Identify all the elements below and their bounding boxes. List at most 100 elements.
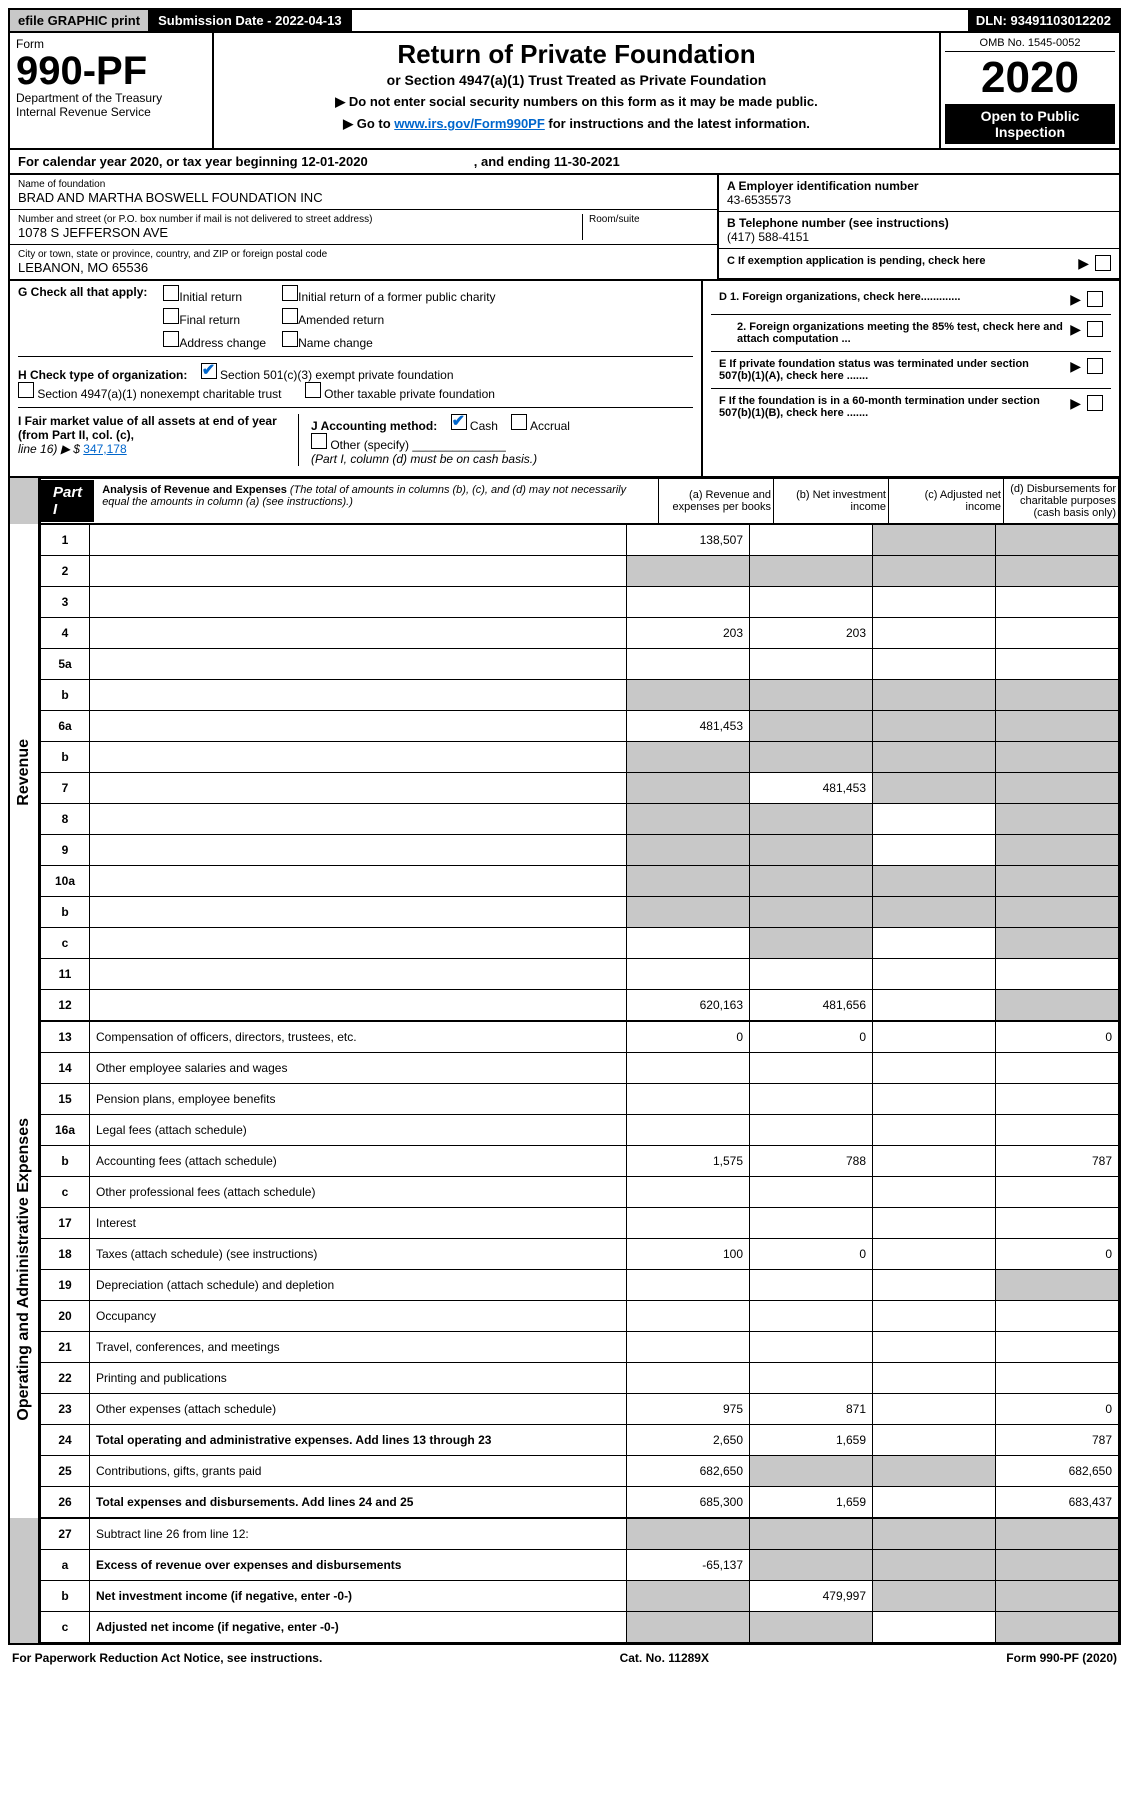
j-note: (Part I, column (d) must be on cash basi… — [311, 452, 537, 466]
h-4947[interactable]: Section 4947(a)(1) nonexempt charitable … — [18, 387, 281, 401]
footer-right: Form 990-PF (2020) — [1006, 1651, 1117, 1665]
row-val-c — [873, 990, 996, 1021]
d1-checkbox[interactable] — [1087, 291, 1103, 307]
i-label: I Fair market value of all assets at end… — [18, 414, 277, 442]
row-val-d — [996, 525, 1119, 556]
row-val-d — [996, 1612, 1119, 1643]
irs-link[interactable]: www.irs.gov/Form990PF — [394, 116, 545, 131]
g-final-return[interactable]: Final return — [163, 308, 266, 327]
part1-header-block: Part I Analysis of Revenue and Expenses … — [8, 478, 1121, 524]
row-val-c — [873, 1270, 996, 1301]
row-val-c — [873, 866, 996, 897]
row-val-a — [627, 1612, 750, 1643]
table-row: 16aLegal fees (attach schedule) — [41, 1115, 1119, 1146]
row-val-b — [750, 742, 873, 773]
row-desc — [90, 649, 627, 680]
g-initial-return-former[interactable]: Initial return of a former public charit… — [282, 285, 495, 304]
row-val-c — [873, 1394, 996, 1425]
row-val-d — [996, 1084, 1119, 1115]
city-label: City or town, state or province, country… — [18, 249, 709, 260]
e-label: E If private foundation status was termi… — [719, 358, 1029, 382]
h-other-taxable[interactable]: Other taxable private foundation — [305, 387, 495, 401]
table-row: 11 — [41, 959, 1119, 990]
g-address-change[interactable]: Address change — [163, 331, 266, 350]
side-spacer — [10, 478, 40, 524]
row-num: b — [41, 680, 90, 711]
table-row: 18Taxes (attach schedule) (see instructi… — [41, 1239, 1119, 1270]
table-row: cAdjusted net income (if negative, enter… — [41, 1612, 1119, 1643]
g-initial-return[interactable]: Initial return — [163, 285, 266, 304]
row-num: 8 — [41, 804, 90, 835]
row-val-b — [750, 1053, 873, 1084]
col-a-header: (a) Revenue and expenses per books — [659, 479, 774, 524]
table-row: 4203203 — [41, 618, 1119, 649]
form-note-2: ▶ Go to www.irs.gov/Form990PF for instru… — [224, 116, 929, 132]
row-val-c — [873, 1425, 996, 1456]
d2-checkbox[interactable] — [1087, 321, 1103, 337]
omb-number: OMB No. 1545-0052 — [945, 37, 1115, 52]
table-row: b — [41, 742, 1119, 773]
row-desc: Other expenses (attach schedule) — [90, 1394, 627, 1425]
g-amended-return[interactable]: Amended return — [282, 308, 495, 327]
row-val-d — [996, 618, 1119, 649]
j-accrual[interactable]: Accrual — [511, 419, 570, 433]
j-cash[interactable]: Cash — [451, 419, 498, 433]
table-row: 3 — [41, 587, 1119, 618]
table-row: 19Depreciation (attach schedule) and dep… — [41, 1270, 1119, 1301]
row-desc: Net investment income (if negative, ente… — [90, 1581, 627, 1612]
foundation-city: LEBANON, MO 65536 — [18, 260, 709, 275]
j-other[interactable]: Other (specify) ______________ — [311, 438, 506, 452]
ein-value: 43-6535573 — [727, 193, 1111, 207]
ghij-section: G Check all that apply: Initial return F… — [8, 281, 1121, 478]
footer-cat: Cat. No. 11289X — [620, 1651, 709, 1665]
form-header: Form 990-PF Department of the Treasury I… — [8, 33, 1121, 150]
row-desc — [90, 525, 627, 556]
row-num: 1 — [41, 525, 90, 556]
e-checkbox[interactable] — [1087, 358, 1103, 374]
col-b-header: (b) Net investment income — [774, 479, 889, 524]
row-val-d — [996, 1581, 1119, 1612]
c-checkbox[interactable] — [1095, 255, 1111, 271]
table-row: 14Other employee salaries and wages — [41, 1053, 1119, 1084]
h-label: H Check type of organization: — [18, 368, 187, 382]
row-val-a — [627, 866, 750, 897]
row-val-d — [996, 1363, 1119, 1394]
foundation-name-box: Name of foundation BRAD AND MARTHA BOSWE… — [10, 175, 717, 210]
row-val-c — [873, 1301, 996, 1332]
row-desc — [90, 835, 627, 866]
city-box: City or town, state or province, country… — [10, 245, 717, 279]
row-val-d — [996, 556, 1119, 587]
f-checkbox[interactable] — [1087, 395, 1103, 411]
row-val-a — [627, 680, 750, 711]
table-row: bAccounting fees (attach schedule)1,5757… — [41, 1146, 1119, 1177]
row-num: 2 — [41, 556, 90, 587]
row-val-d: 0 — [996, 1394, 1119, 1425]
c-check-row: C If exemption application is pending, c… — [719, 249, 1119, 279]
row-val-d — [996, 1550, 1119, 1581]
row-val-a — [627, 1208, 750, 1239]
row-desc — [90, 618, 627, 649]
row-val-d — [996, 680, 1119, 711]
c-label: C If exemption application is pending, c… — [727, 255, 986, 267]
row-num: 27 — [41, 1519, 90, 1550]
g-name-change[interactable]: Name change — [282, 331, 495, 350]
row-val-b: 203 — [750, 618, 873, 649]
row-val-b — [750, 711, 873, 742]
table-row: 5a — [41, 649, 1119, 680]
row-val-a: 138,507 — [627, 525, 750, 556]
row-val-b: 479,997 — [750, 1581, 873, 1612]
h-501c3[interactable]: Section 501(c)(3) exempt private foundat… — [201, 368, 454, 382]
row-val-b — [750, 1332, 873, 1363]
row-val-d — [996, 1519, 1119, 1550]
row-desc: Accounting fees (attach schedule) — [90, 1146, 627, 1177]
table-row: 21Travel, conferences, and meetings — [41, 1332, 1119, 1363]
row-num: 10a — [41, 866, 90, 897]
row-val-a — [627, 959, 750, 990]
table-row: 25Contributions, gifts, grants paid682,6… — [41, 1456, 1119, 1487]
row-desc: Taxes (attach schedule) (see instruction… — [90, 1239, 627, 1270]
row-val-d — [996, 1270, 1119, 1301]
part1-label: Part I — [41, 480, 94, 522]
name-label: Name of foundation — [18, 179, 709, 190]
row-val-b — [750, 804, 873, 835]
arrow-icon: ▶ — [1070, 395, 1081, 412]
